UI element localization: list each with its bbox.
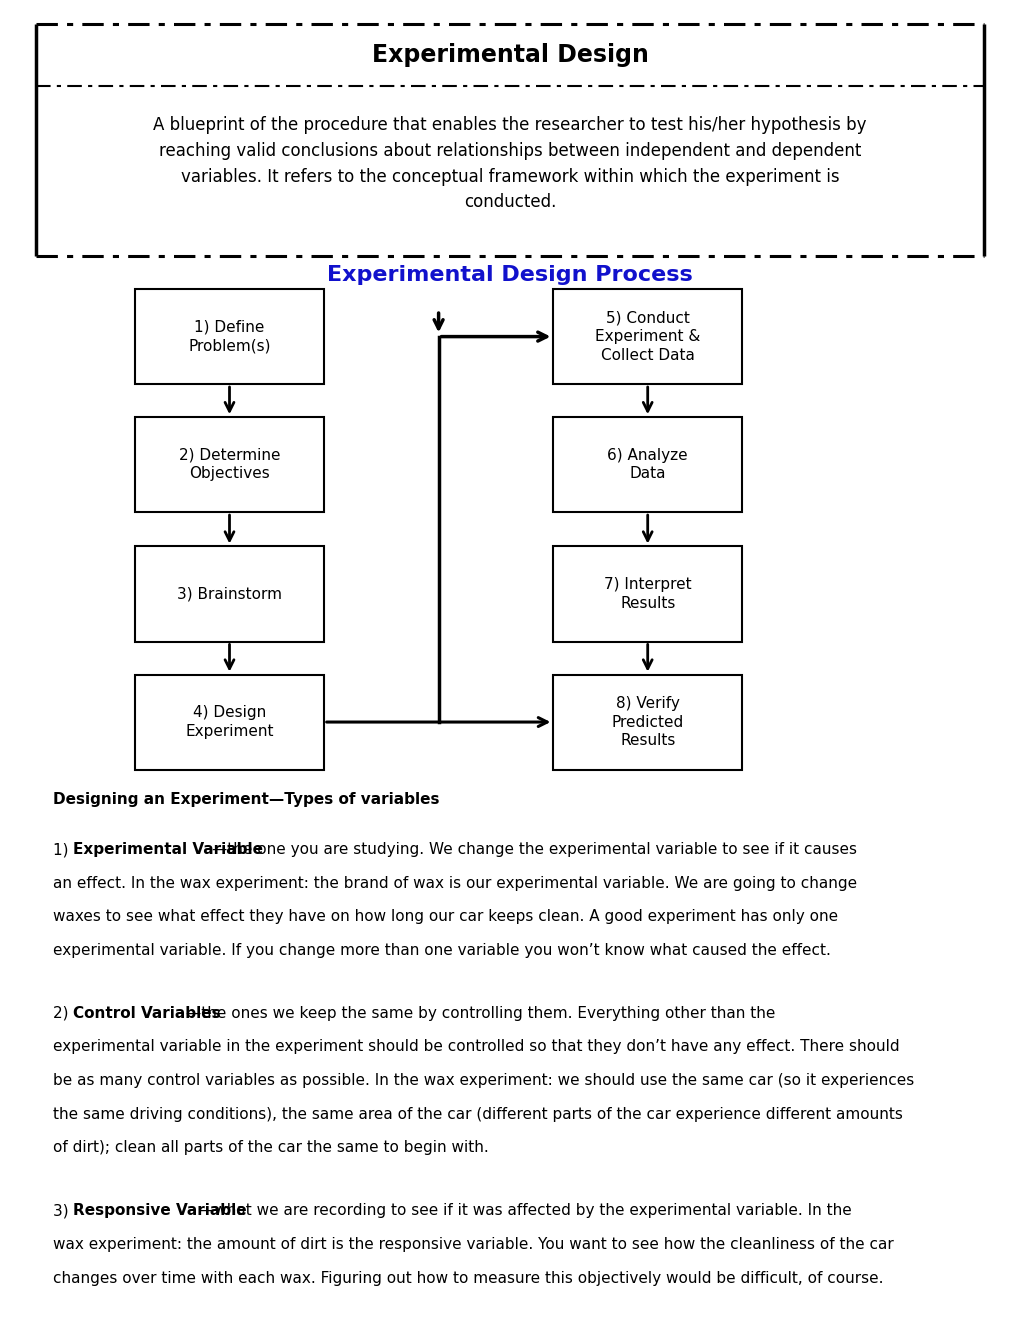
Text: be as many control variables as possible. In the wax experiment: we should use t: be as many control variables as possible… <box>53 1073 913 1088</box>
Text: changes over time with each wax. Figuring out how to measure this objectively wo: changes over time with each wax. Figurin… <box>53 1270 882 1286</box>
FancyBboxPatch shape <box>552 289 742 384</box>
Text: an effect. In the wax experiment: the brand of wax is our experimental variable.: an effect. In the wax experiment: the br… <box>53 876 856 891</box>
Text: 6) Analyze
Data: 6) Analyze Data <box>606 447 688 482</box>
Text: Experimental Design Process: Experimental Design Process <box>327 264 692 285</box>
FancyBboxPatch shape <box>552 546 742 642</box>
Text: A blueprint of the procedure that enables the researcher to test his/her hypothe: A blueprint of the procedure that enable… <box>153 116 866 211</box>
Text: 1) Define
Problem(s): 1) Define Problem(s) <box>189 319 270 354</box>
Text: 4) Design
Experiment: 4) Design Experiment <box>185 705 273 739</box>
Text: of dirt); clean all parts of the car the same to begin with.: of dirt); clean all parts of the car the… <box>53 1140 488 1155</box>
Text: 3) Brainstorm: 3) Brainstorm <box>177 586 281 602</box>
FancyBboxPatch shape <box>136 289 324 384</box>
Text: Responsive Variable: Responsive Variable <box>73 1204 247 1218</box>
FancyBboxPatch shape <box>552 675 742 770</box>
Text: 2) Determine
Objectives: 2) Determine Objectives <box>178 447 280 482</box>
Text: Experimental Design: Experimental Design <box>371 44 648 67</box>
Text: 1): 1) <box>53 842 73 857</box>
Text: experimental variable in the experiment should be controlled so that they don’t : experimental variable in the experiment … <box>53 1039 899 1055</box>
Text: —the one you are studying. We change the experimental variable to see if it caus: —the one you are studying. We change the… <box>212 842 856 857</box>
Text: 8) Verify
Predicted
Results: 8) Verify Predicted Results <box>611 696 683 748</box>
FancyBboxPatch shape <box>136 675 324 770</box>
Text: Designing an Experiment—Types of variables: Designing an Experiment—Types of variabl… <box>53 792 439 807</box>
FancyBboxPatch shape <box>136 417 324 512</box>
FancyBboxPatch shape <box>552 417 742 512</box>
Text: —the ones we keep the same by controlling them. Everything other than the: —the ones we keep the same by controllin… <box>185 1006 774 1020</box>
FancyBboxPatch shape <box>136 546 324 642</box>
Text: 2): 2) <box>53 1006 73 1020</box>
Text: wax experiment: the amount of dirt is the responsive variable. You want to see h: wax experiment: the amount of dirt is th… <box>53 1237 893 1251</box>
Text: 5) Conduct
Experiment &
Collect Data: 5) Conduct Experiment & Collect Data <box>594 310 700 363</box>
Text: the same driving conditions), the same area of the car (different parts of the c: the same driving conditions), the same a… <box>53 1106 902 1122</box>
Text: 3): 3) <box>53 1204 73 1218</box>
Text: —what we are recording to see if it was affected by the experimental variable. I: —what we are recording to see if it was … <box>199 1204 851 1218</box>
Text: Experimental Variable: Experimental Variable <box>73 842 263 857</box>
Text: waxes to see what effect they have on how long our car keeps clean. A good exper: waxes to see what effect they have on ho… <box>53 909 838 924</box>
Text: 7) Interpret
Results: 7) Interpret Results <box>603 577 691 611</box>
Text: experimental variable. If you change more than one variable you won’t know what : experimental variable. If you change mor… <box>53 942 830 958</box>
Text: Control Variables: Control Variables <box>73 1006 220 1020</box>
